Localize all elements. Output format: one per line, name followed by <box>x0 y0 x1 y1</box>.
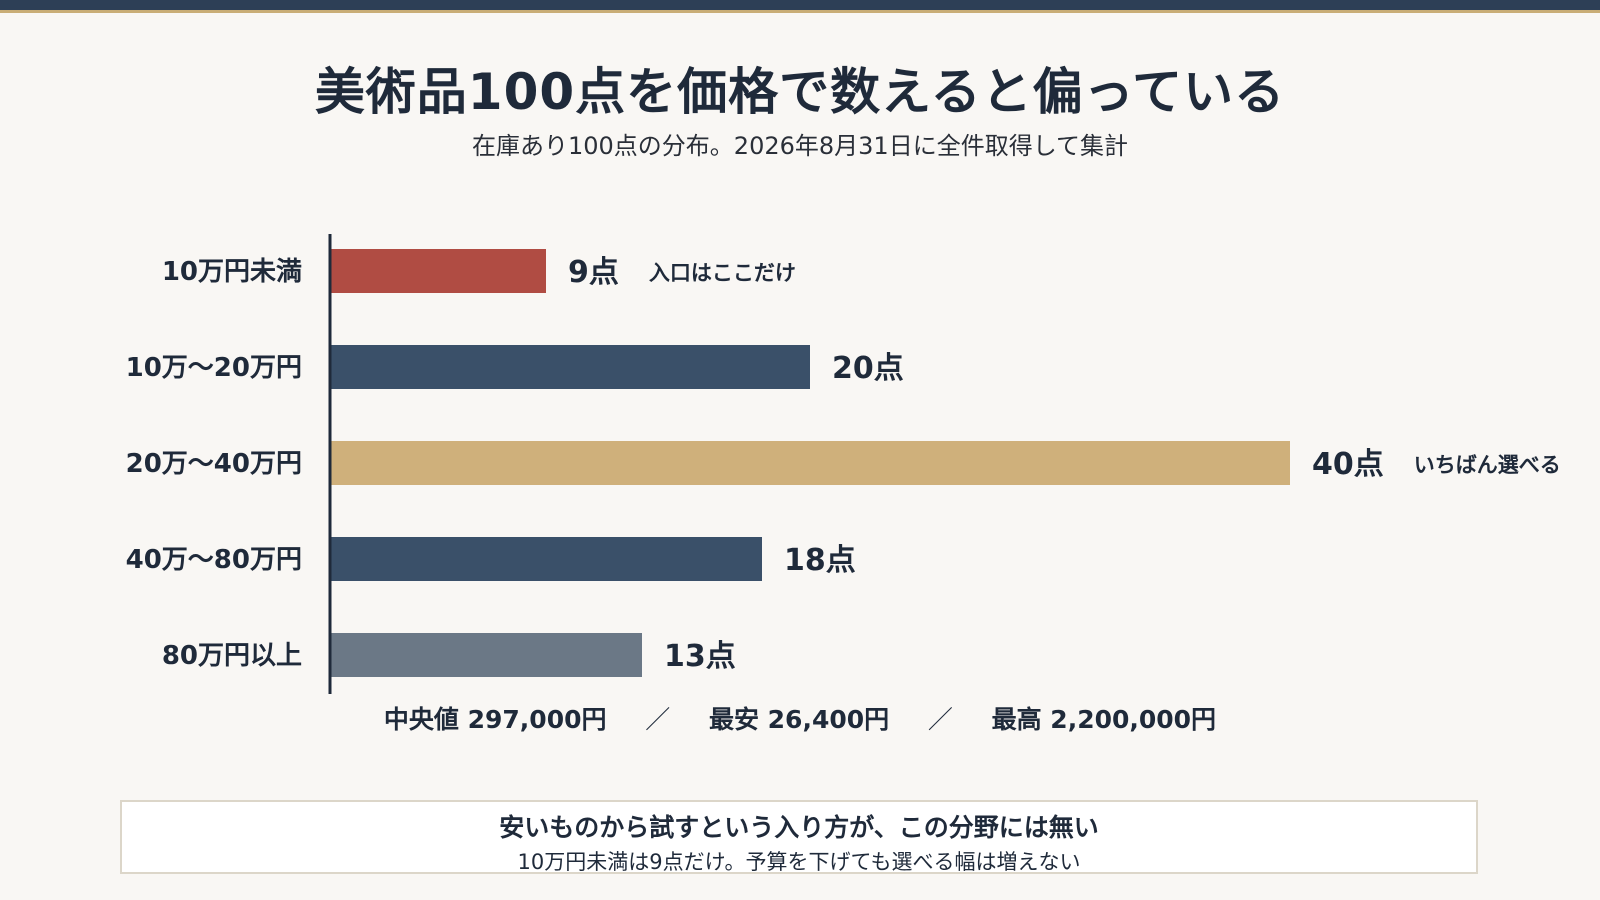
category-label: 80万円以上 <box>162 641 302 671</box>
conclusion-callout: 安いものから試すという入り方が、この分野には無い 10万円未満は9点だけ。予算を… <box>120 800 1478 874</box>
annotation-label: 入口はここだけ <box>649 261 796 285</box>
summary-stats: 中央値 297,000円 ／ 最安 26,400円 ／ 最高 2,200,000… <box>0 700 1600 736</box>
category-label: 10万円未満 <box>162 257 302 287</box>
value-label: 20点 <box>832 351 904 386</box>
bar <box>330 537 762 581</box>
bar <box>330 249 546 293</box>
value-label: 18点 <box>784 543 856 578</box>
bar <box>330 345 810 389</box>
page-title: 美術品100点を価格で数えると偏っている <box>314 63 1286 121</box>
value-label: 13点 <box>664 639 736 674</box>
category-label: 20万〜40万円 <box>126 449 302 479</box>
stat-max: 最高 2,200,000円 <box>991 705 1217 734</box>
value-label: 40点 <box>1312 447 1384 482</box>
category-label: 10万〜20万円 <box>126 353 302 383</box>
bar <box>330 441 1290 485</box>
stat-separator: ／ <box>927 705 953 734</box>
stat-min: 最安 26,400円 <box>708 705 890 734</box>
bar <box>330 633 642 677</box>
annotation-label: いちばん選べる <box>1414 453 1561 477</box>
page-subtitle: 在庫あり100点の分布。2026年8月31日に全件取得して集計 <box>472 132 1128 160</box>
stat-separator: ／ <box>645 705 671 734</box>
callout-headline: 安いものから試すという入り方が、この分野には無い <box>499 813 1099 842</box>
bar-chart: 10万円未満 9点 入口はここだけ 10万〜20万円 20点 20万〜40万円 40点 いちば… <box>126 234 1561 694</box>
stat-median: 中央値 297,000円 <box>383 705 607 734</box>
top-accent-bar <box>0 0 1600 13</box>
category-label: 40万〜80万円 <box>126 545 302 575</box>
value-label: 9点 <box>568 255 619 290</box>
callout-body: 10万円未満は9点だけ。予算を下げても選べる幅は増えない <box>517 850 1081 874</box>
